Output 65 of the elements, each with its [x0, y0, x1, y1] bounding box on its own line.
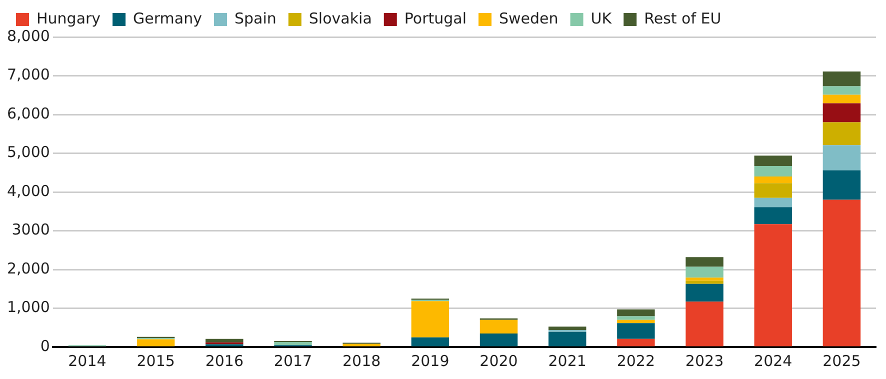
bar	[480, 333, 518, 346]
y-tick-label: 6,000	[6, 104, 50, 122]
x-tick-label: 2021	[548, 352, 586, 370]
x-tick-label: 2020	[480, 352, 518, 370]
bar	[822, 86, 861, 95]
bar	[822, 71, 861, 86]
legend-label: Rest of EU	[644, 9, 722, 28]
bar	[617, 323, 655, 339]
x-tick-label: 2016	[205, 352, 244, 370]
y-tick-label: 4,000	[6, 182, 50, 200]
y-tick-label: 8,000	[6, 26, 50, 45]
y-tick-label: 0	[40, 336, 50, 355]
bar	[686, 278, 724, 281]
bar	[754, 166, 792, 176]
bar	[617, 309, 655, 316]
x-tick-label: 2024	[754, 352, 792, 370]
x-tick-label: 2017	[274, 352, 312, 370]
bar	[754, 198, 792, 208]
bar	[822, 145, 861, 170]
x-tick-label: 2015	[136, 352, 175, 370]
bar	[754, 183, 792, 198]
bar	[206, 338, 244, 342]
bar	[548, 332, 586, 346]
x-tick-label: 2019	[411, 352, 450, 370]
bar	[754, 224, 792, 346]
bar	[617, 316, 655, 320]
x-tick-label: 2022	[616, 352, 656, 370]
legend-label: UK	[590, 9, 613, 28]
bar	[548, 326, 586, 330]
bar	[822, 122, 861, 146]
legend-label: Portugal	[404, 9, 467, 28]
bar	[480, 320, 518, 334]
x-tick-label: 2025	[822, 352, 861, 370]
bar	[686, 257, 724, 267]
bar	[686, 284, 724, 302]
bar	[822, 103, 861, 122]
bar	[754, 207, 792, 224]
x-tick-label: 2014	[68, 352, 106, 370]
bar	[411, 337, 450, 346]
bar	[136, 339, 175, 346]
bar	[274, 342, 312, 346]
bar	[686, 266, 724, 278]
bar	[342, 344, 380, 346]
bar	[754, 156, 792, 166]
y-tick-label: 5,000	[6, 143, 50, 162]
bar	[754, 176, 792, 184]
y-tick-label: 2,000	[6, 259, 50, 278]
bar	[617, 338, 655, 346]
bar	[686, 302, 724, 346]
bar	[617, 320, 655, 324]
bar	[822, 200, 861, 346]
x-tick-label: 2023	[685, 352, 724, 370]
bar	[686, 280, 724, 284]
y-tick-label: 7,000	[6, 66, 50, 84]
bar	[822, 94, 861, 104]
legend-label: Spain	[234, 9, 276, 28]
legend-label: Sweden	[499, 9, 558, 28]
bar	[411, 301, 450, 338]
x-tick-label: 2018	[342, 352, 381, 370]
bar	[822, 170, 861, 200]
legend-label: Hungary	[36, 9, 101, 28]
legend-label: Slovakia	[308, 9, 372, 28]
y-tick-label: 3000	[12, 220, 50, 239]
y-tick-label: 1,000	[6, 298, 50, 316]
legend-label: Germany	[133, 9, 202, 28]
